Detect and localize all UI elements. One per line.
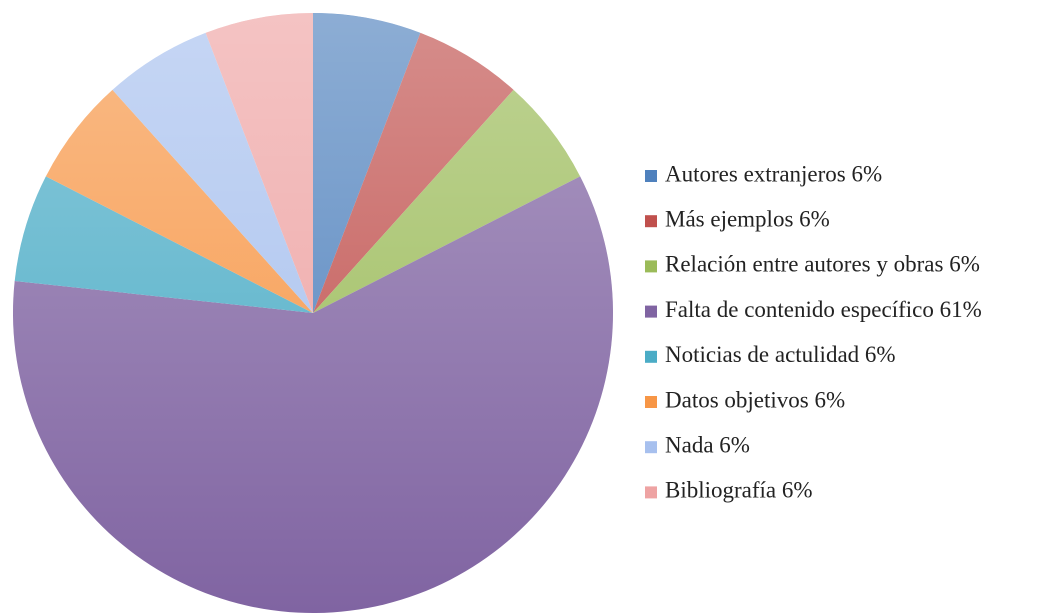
legend-label: Nada 6% xyxy=(665,432,750,457)
legend-swatch xyxy=(645,441,657,454)
legend-label: Noticias de actulidad 6% xyxy=(665,342,896,367)
legend-swatch xyxy=(645,486,657,499)
legend-label: Datos objetivos 6% xyxy=(665,387,845,412)
legend-swatch xyxy=(645,396,657,408)
legend-label: Falta de contenido específico 61% xyxy=(665,297,982,322)
legend-label: Autores extranjeros 6% xyxy=(665,161,882,186)
legend-swatch xyxy=(645,215,657,228)
legend-label: Relación entre autores y obras 6% xyxy=(665,252,980,277)
legend-swatch xyxy=(645,350,657,363)
legend-swatch xyxy=(645,170,657,182)
legend-swatch xyxy=(645,305,657,318)
legend-label: Más ejemplos 6% xyxy=(665,206,830,231)
legend-swatch xyxy=(645,260,657,273)
legend-label: Bibliografía 6% xyxy=(665,478,813,503)
